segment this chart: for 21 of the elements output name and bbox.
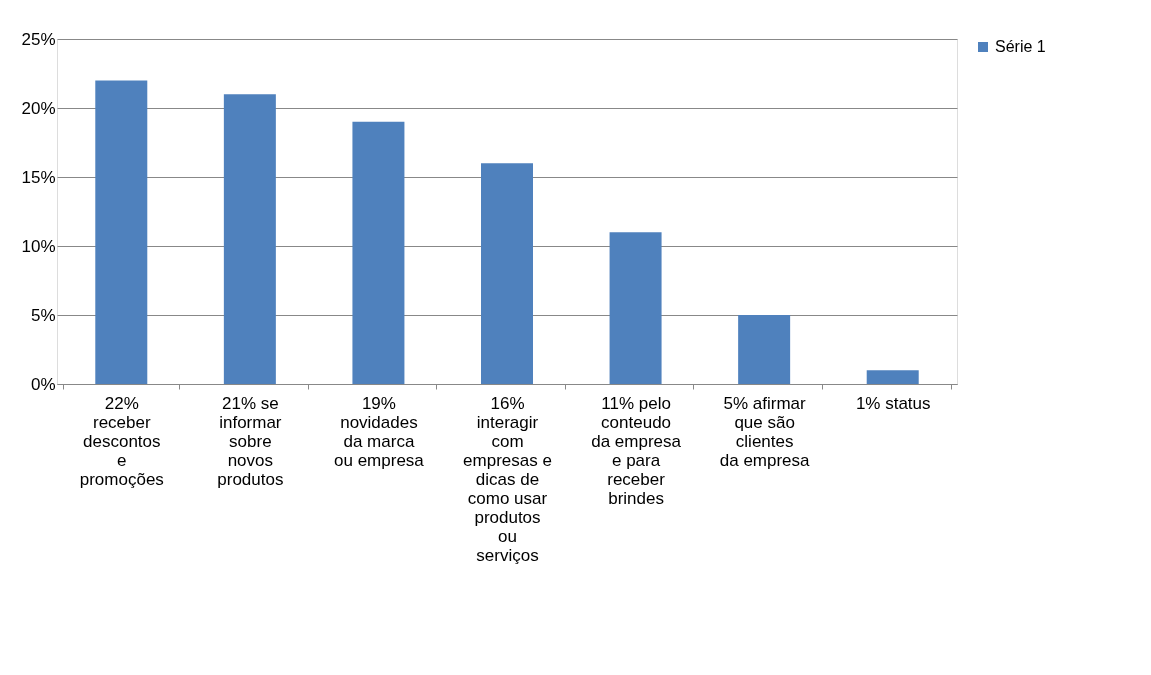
y-tick-label: 0% — [30, 374, 56, 394]
y-tick-label: 20% — [21, 98, 56, 118]
y-tick-label: 5% — [30, 305, 56, 325]
bar — [223, 94, 276, 384]
bar — [866, 370, 919, 384]
x-tick-label: 22% receber descontos e promoções — [79, 393, 164, 489]
category-label: 16% interagir com empresas e dicas de como usar produtos ou serviços — [463, 393, 552, 565]
bar — [481, 163, 533, 384]
y-tick-label: 25% — [21, 29, 56, 49]
bar — [95, 80, 148, 384]
legend-label: Série 1 — [995, 38, 1046, 55]
x-tick-label: 19% novidades da marca ou empresa — [334, 393, 425, 470]
bar — [352, 121, 405, 384]
x-tick-label: 11% pelo conteudo da empresa e para receber brindes — [591, 393, 682, 508]
y-tick-label: 15% — [21, 167, 56, 187]
y-tick-label: 10% — [21, 236, 56, 256]
x-tick-label: 1% status — [855, 393, 931, 413]
bar — [609, 232, 662, 384]
x-tick-label: 5% afirmar que são clientes da empresa — [719, 393, 811, 470]
bar — [738, 315, 791, 384]
x-tick-label: 21% se informar sobre novos produtos — [217, 393, 284, 489]
